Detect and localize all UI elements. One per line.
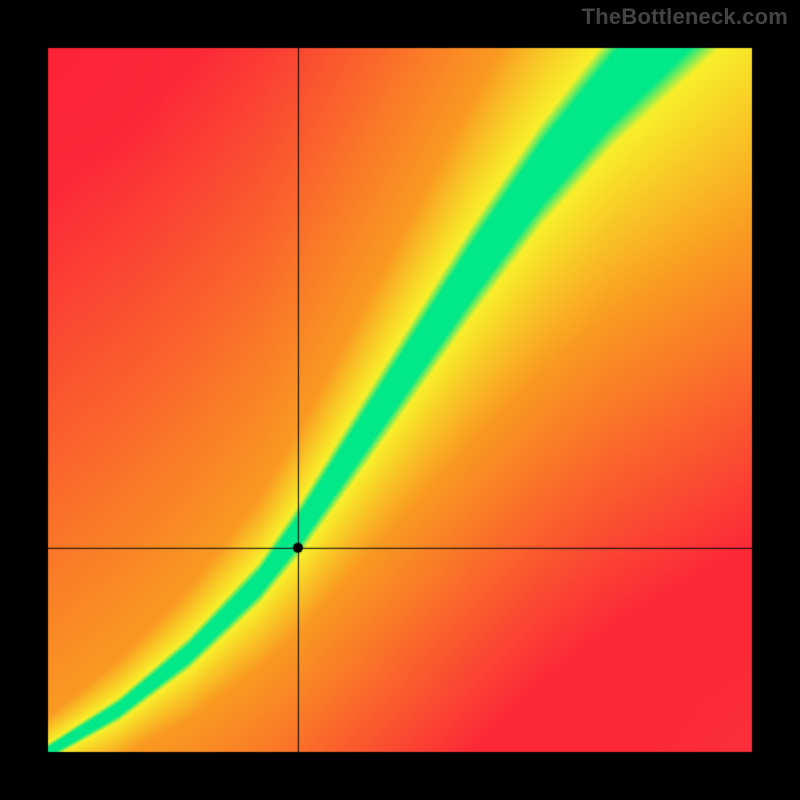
watermark-text: TheBottleneck.com: [582, 4, 788, 30]
bottleneck-heatmap: [0, 0, 800, 800]
